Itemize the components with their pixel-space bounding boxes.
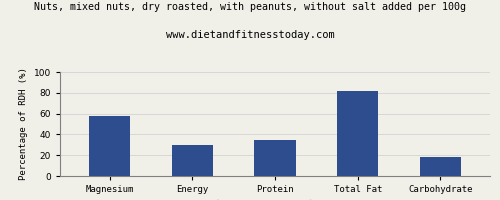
Bar — [337, 91, 378, 176]
Bar — [254, 140, 296, 176]
Text: www.dietandfitnesstoday.com: www.dietandfitnesstoday.com — [166, 30, 334, 40]
Text: Nuts, mixed nuts, dry roasted, with peanuts, without salt added per 100g: Nuts, mixed nuts, dry roasted, with pean… — [34, 2, 466, 12]
Bar — [89, 116, 130, 176]
Bar — [172, 145, 213, 176]
Bar — [420, 157, 461, 176]
Y-axis label: Percentage of RDH (%): Percentage of RDH (%) — [19, 68, 28, 180]
